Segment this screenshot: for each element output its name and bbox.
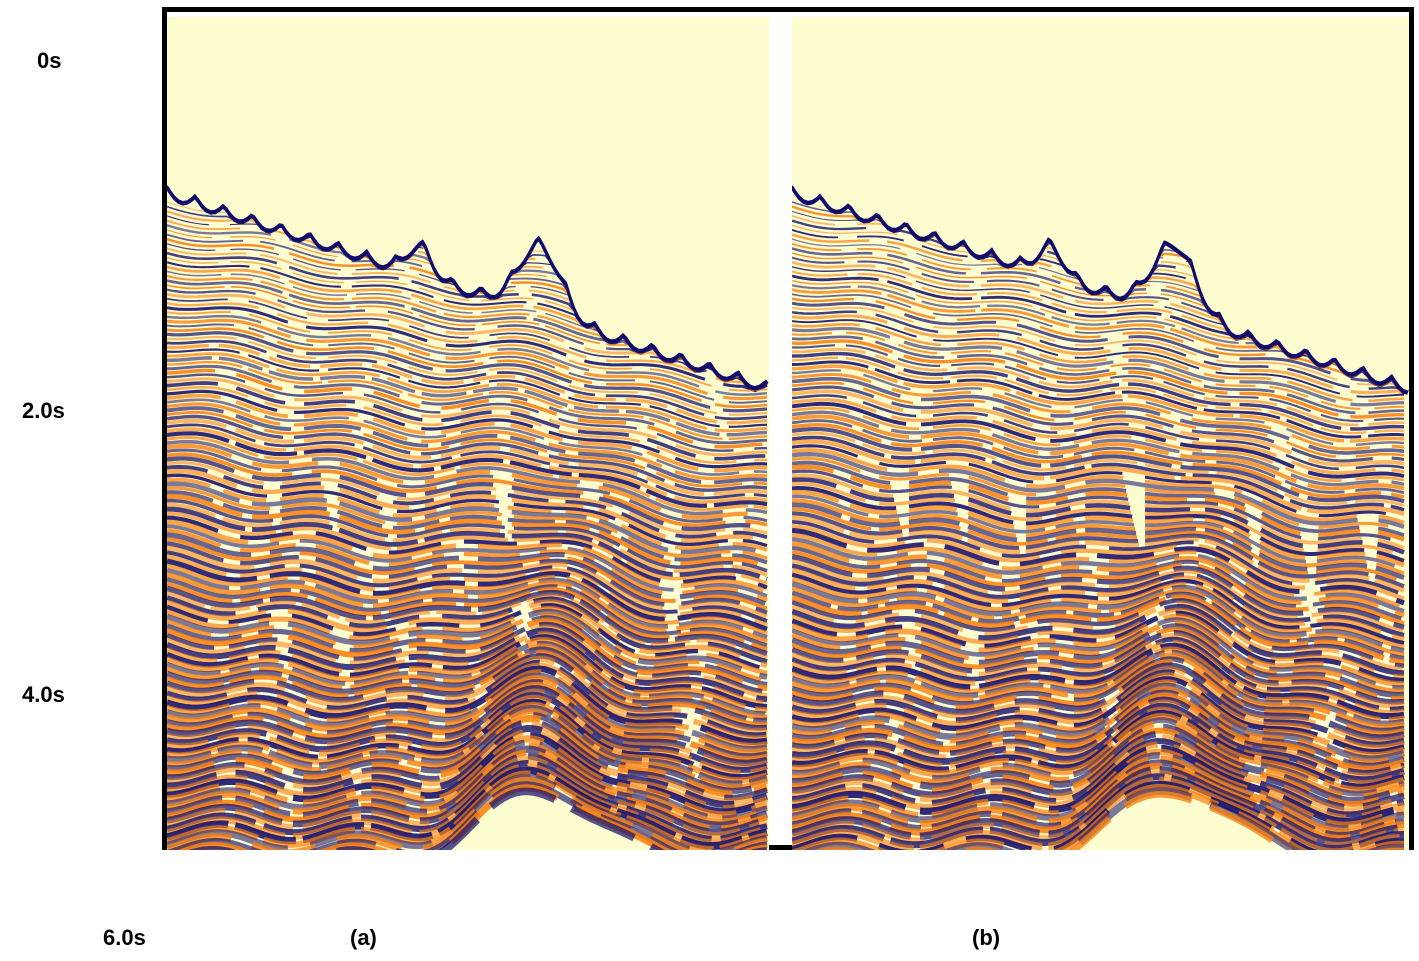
seismic-figure-frame <box>162 7 1414 850</box>
time-label-2s: 2.0s <box>22 398 65 423</box>
time-label-0s: 0s <box>37 48 62 73</box>
panel-label-a: (a) <box>350 925 377 950</box>
time-label-4s: 4.0s <box>22 682 65 707</box>
time-label-6s: 6.0s <box>103 925 146 950</box>
panel-label-b: (b) <box>972 925 1001 950</box>
seismic-panel-b <box>792 17 1409 850</box>
seismic-panel-a <box>167 17 769 850</box>
